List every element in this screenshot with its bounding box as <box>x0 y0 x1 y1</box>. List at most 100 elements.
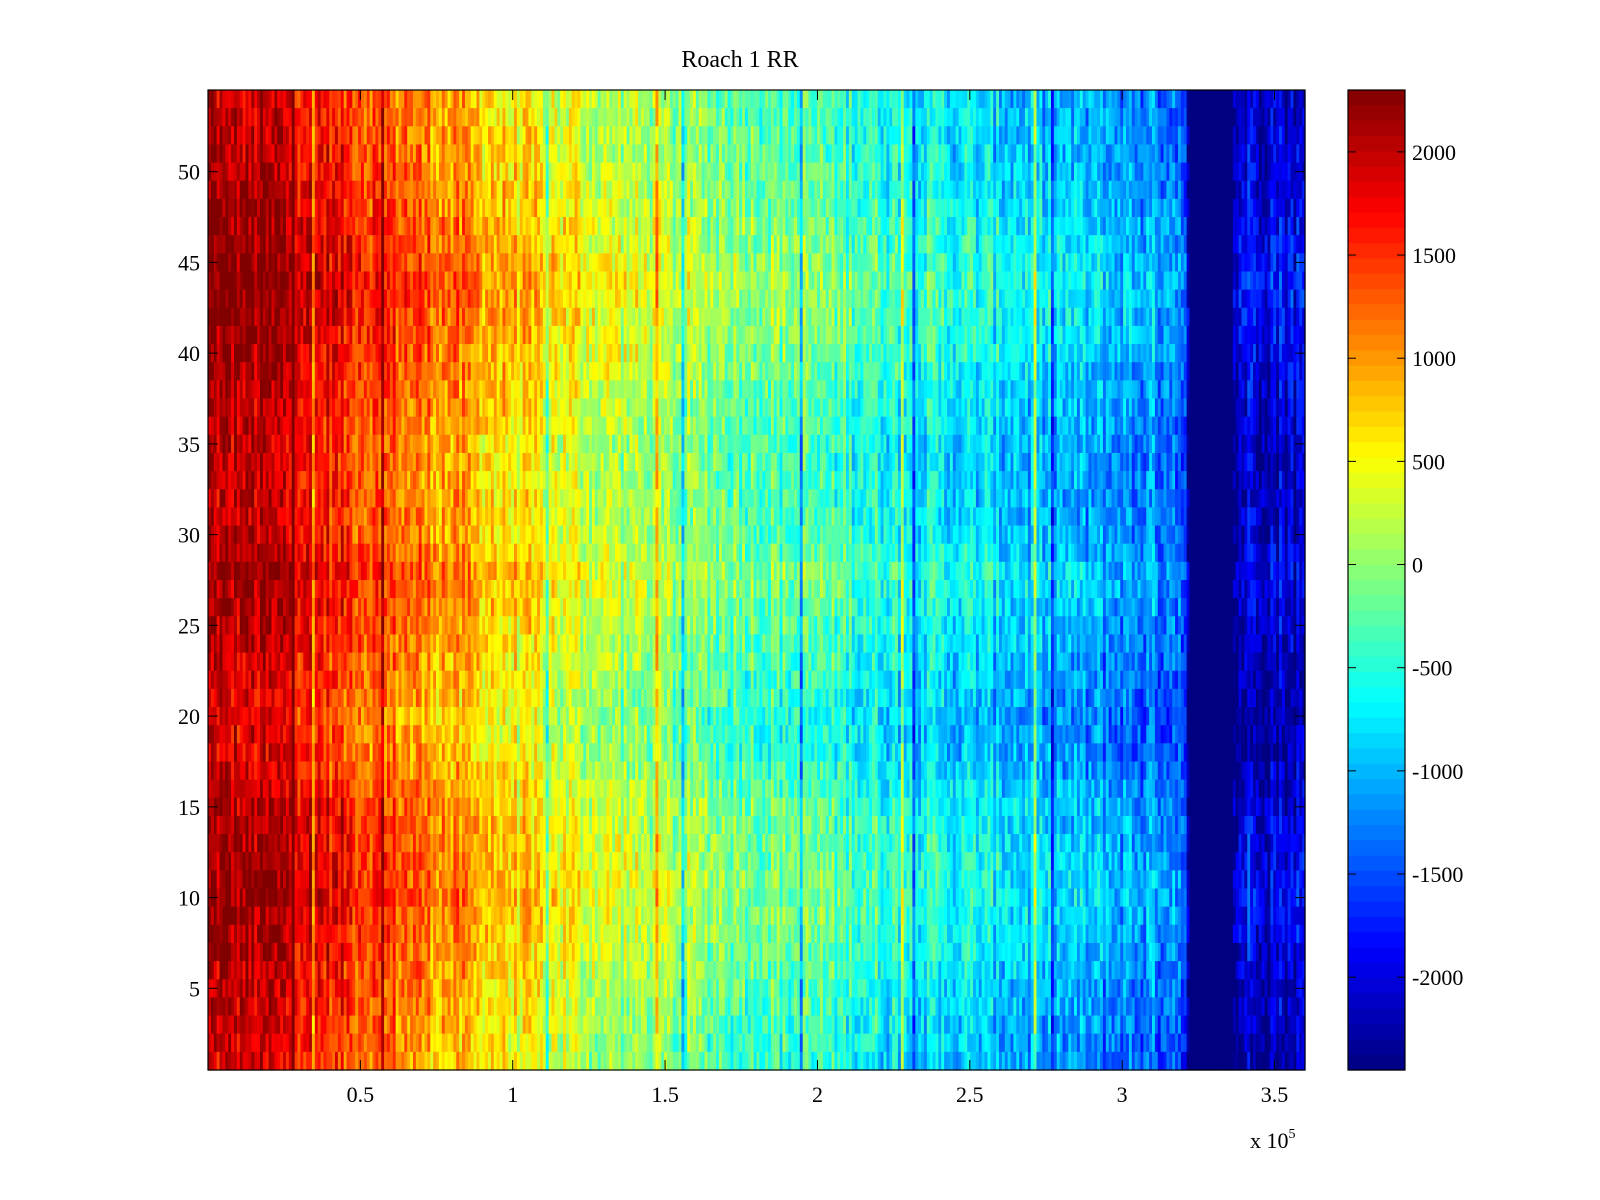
heatmap-cell <box>1137 126 1142 146</box>
heatmap-cell <box>993 126 997 146</box>
heatmap-cell <box>343 126 348 146</box>
heatmap-cell <box>317 108 322 127</box>
heatmap-cell <box>1281 90 1286 109</box>
heatmap-cell <box>450 108 454 127</box>
heatmap-cell <box>355 90 359 109</box>
heatmap-cell <box>563 108 567 127</box>
heatmap-cell <box>990 90 994 109</box>
heatmap-cell <box>473 90 478 109</box>
heatmap-cell <box>854 90 859 109</box>
heatmap-cell <box>248 144 252 164</box>
heatmap-cell <box>1215 108 1219 127</box>
heatmap-cell <box>664 90 668 109</box>
heatmap-cell <box>1022 126 1026 146</box>
heatmap-cell <box>222 90 226 109</box>
heatmap-cell <box>1267 108 1271 127</box>
heatmap-cell <box>412 90 417 109</box>
heatmap-cell <box>398 108 403 127</box>
heatmap-cell <box>753 108 758 127</box>
heatmap-cell <box>378 90 382 109</box>
heatmap-cell <box>404 144 408 164</box>
heatmap-cell <box>1079 90 1084 109</box>
heatmap-cell <box>918 108 922 127</box>
heatmap-cell <box>923 126 928 146</box>
heatmap-cell <box>265 90 270 109</box>
heatmap-cell <box>1076 90 1081 109</box>
heatmap-cell <box>401 126 405 146</box>
heatmap-cell <box>514 126 518 146</box>
heatmap-cell <box>459 144 463 164</box>
heatmap-cell <box>1221 90 1225 109</box>
heatmap-cell <box>1010 90 1015 109</box>
heatmap-cell <box>245 126 250 146</box>
heatmap-cell <box>395 90 400 109</box>
heatmap-cell <box>1287 126 1292 146</box>
heatmap-cell <box>1186 108 1191 127</box>
heatmap-cell <box>724 108 729 127</box>
heatmap-cell <box>603 108 607 127</box>
heatmap-cell <box>389 108 394 127</box>
heatmap-cell <box>306 126 310 146</box>
heatmap-cell <box>473 144 478 164</box>
heatmap-cell <box>1126 108 1130 127</box>
heatmap-cell <box>883 90 888 109</box>
heatmap-cell <box>655 126 659 146</box>
heatmap-cell <box>271 108 275 127</box>
heatmap-cell <box>525 144 530 164</box>
heatmap-cell <box>713 126 717 146</box>
heatmap-cell <box>973 126 977 146</box>
heatmap-cell <box>1296 90 1300 109</box>
heatmap-cell <box>1163 108 1168 127</box>
heatmap-cell <box>1024 90 1029 109</box>
heatmap-cell <box>1287 108 1292 127</box>
heatmap-cell <box>577 90 582 109</box>
heatmap-cell <box>436 90 440 109</box>
heatmap-cell <box>603 126 607 146</box>
heatmap-cell <box>770 90 775 109</box>
heatmap-cell <box>586 90 590 109</box>
heatmap-cell <box>398 90 403 109</box>
heatmap-cell <box>609 126 613 146</box>
heatmap-cell <box>1149 126 1153 146</box>
heatmap-cell <box>311 108 316 127</box>
heatmap-cell <box>1201 126 1205 146</box>
heatmap-cell <box>952 90 957 109</box>
heatmap-cell <box>629 108 633 127</box>
heatmap-cell <box>381 90 385 109</box>
heatmap-cell <box>897 108 902 127</box>
heatmap-cell <box>257 144 261 164</box>
heatmap-cell <box>285 126 290 146</box>
heatmap-cell <box>1013 108 1017 127</box>
heatmap-cell <box>817 108 821 127</box>
heatmap-cell <box>707 126 711 146</box>
heatmap-cell <box>1050 126 1055 146</box>
heatmap-cell <box>970 126 974 146</box>
heatmap-cell <box>1082 108 1087 127</box>
heatmap-cell <box>294 90 299 109</box>
heatmap-cell <box>1279 108 1283 127</box>
heatmap-cell <box>615 108 619 127</box>
heatmap-cell <box>724 126 729 146</box>
heatmap-cell <box>877 108 882 127</box>
heatmap-cell <box>811 90 815 109</box>
heatmap-cell <box>1189 90 1194 109</box>
heatmap-cell <box>337 144 342 164</box>
heatmap-cell <box>568 108 573 127</box>
heatmap-cell <box>490 144 495 164</box>
heatmap-cell <box>329 90 333 109</box>
heatmap-cell <box>998 126 1003 146</box>
heatmap-cell <box>467 90 472 109</box>
heatmap-cell <box>285 90 290 109</box>
heatmap-cell <box>441 90 446 109</box>
heatmap-cell <box>802 108 807 127</box>
heatmap-cell <box>1053 108 1058 127</box>
heatmap-cell <box>600 90 605 109</box>
heatmap-cell <box>470 144 475 164</box>
heatmap-cell <box>1117 126 1121 146</box>
heatmap-cell <box>1163 90 1168 109</box>
heatmap-cell <box>1296 126 1300 146</box>
heatmap-cell <box>698 126 703 146</box>
heatmap-cell <box>407 90 411 109</box>
heatmap-cell <box>955 126 960 146</box>
heatmap-cell <box>747 90 752 109</box>
